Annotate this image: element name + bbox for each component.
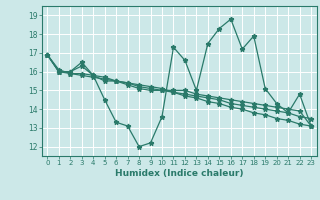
X-axis label: Humidex (Indice chaleur): Humidex (Indice chaleur)	[115, 169, 244, 178]
